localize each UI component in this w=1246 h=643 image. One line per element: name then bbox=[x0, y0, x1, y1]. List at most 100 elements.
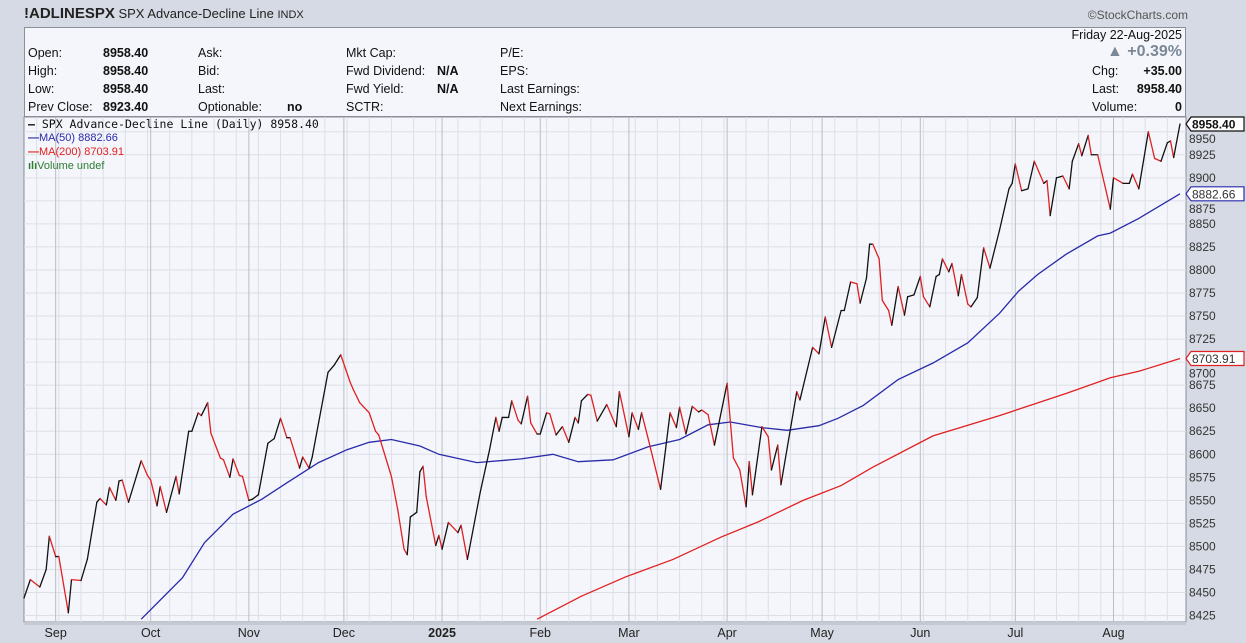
ma200-line bbox=[536, 357, 1181, 620]
price-segment bbox=[127, 460, 142, 503]
price-segment bbox=[257, 442, 269, 496]
x-tick-label: May bbox=[810, 626, 834, 640]
price-segment bbox=[165, 499, 171, 513]
y-tick-label: 8600 bbox=[1189, 447, 1216, 461]
price-segment bbox=[530, 422, 538, 435]
price-segment bbox=[200, 402, 209, 417]
fwd-yield-label: Fwd Yield: bbox=[346, 82, 404, 96]
price-segment bbox=[298, 456, 304, 469]
price-segment bbox=[903, 296, 909, 316]
price-segment bbox=[169, 475, 177, 502]
price-segment bbox=[70, 578, 82, 582]
price-segment bbox=[796, 390, 801, 401]
price-segment bbox=[441, 521, 450, 550]
price-segment bbox=[748, 461, 754, 496]
price-segment bbox=[1049, 177, 1058, 217]
x-axis: Sep Oct Nov Dec 2025 Feb Mar Apr May Jun Jul Aug bbox=[24, 622, 1186, 640]
ask-label: Ask: bbox=[198, 46, 223, 60]
x-tick-label: Apr bbox=[717, 626, 736, 640]
price-segment bbox=[941, 258, 950, 273]
high-label: High: bbox=[28, 64, 58, 78]
price-segment bbox=[121, 479, 130, 503]
x-tick-label: 2025 bbox=[428, 626, 456, 640]
price-segment bbox=[678, 406, 687, 435]
price-segment bbox=[539, 412, 548, 435]
sctr-label: SCTR: bbox=[346, 100, 384, 114]
pct-change: ▲ +0.39% bbox=[1107, 43, 1182, 61]
exchange: INDX bbox=[277, 9, 304, 21]
price-segment bbox=[229, 458, 234, 478]
legend-volume-label: Volume undef bbox=[37, 160, 105, 172]
x-tick-label: Jun bbox=[910, 626, 930, 640]
price-segment bbox=[29, 578, 41, 588]
x-tick-label: Feb bbox=[529, 626, 551, 640]
price-segment bbox=[289, 437, 301, 469]
price-segment bbox=[520, 395, 529, 425]
legend-price-label: SPX Advance-Decline Line (Daily) 8958.40 bbox=[41, 117, 319, 131]
series-lines bbox=[23, 123, 1181, 620]
price-segment bbox=[302, 456, 310, 469]
price-segment bbox=[780, 390, 798, 486]
price-segment bbox=[48, 535, 57, 558]
eps-label: EPS: bbox=[500, 64, 529, 78]
price-segment bbox=[457, 524, 462, 534]
price-segment bbox=[511, 400, 519, 421]
volume-bars-icon: ılı bbox=[28, 160, 38, 172]
price-segment bbox=[159, 485, 168, 513]
price-segment bbox=[1078, 143, 1083, 157]
price-segment bbox=[210, 432, 222, 459]
price-segment bbox=[241, 475, 250, 502]
prev-close-value: 8923.40 bbox=[103, 100, 149, 114]
price-segment bbox=[948, 262, 953, 273]
price-segment bbox=[906, 294, 915, 298]
price-segment bbox=[1173, 123, 1181, 159]
price-segment bbox=[732, 457, 741, 471]
price-segment bbox=[232, 458, 241, 477]
volume-value: 0 bbox=[1175, 100, 1182, 114]
price-segment bbox=[577, 400, 583, 424]
price-segment bbox=[1014, 163, 1023, 192]
price-segment bbox=[39, 568, 47, 588]
fwd-dividend-value: N/A bbox=[437, 64, 459, 78]
x-tick-label: Sep bbox=[45, 626, 67, 640]
price-segment bbox=[637, 412, 643, 431]
price-segment bbox=[507, 400, 513, 419]
price-segment bbox=[891, 285, 899, 326]
legend-volume: ılıVolume undef bbox=[28, 160, 104, 173]
price-segment bbox=[466, 492, 481, 560]
open-label: Open: bbox=[28, 46, 63, 60]
price-segment bbox=[1046, 179, 1051, 217]
price-segment bbox=[308, 456, 313, 469]
price-segment bbox=[1087, 134, 1092, 156]
legend-ma50-label: MA(50) 8882.66 bbox=[39, 132, 118, 144]
symbol-name: SPX Advance-Decline Line bbox=[118, 6, 274, 21]
price-segment bbox=[739, 469, 747, 508]
price-segment bbox=[96, 497, 101, 503]
price-segment bbox=[80, 558, 88, 582]
y-tick-label: 8450 bbox=[1189, 586, 1216, 600]
price-segment bbox=[45, 535, 50, 571]
price-segment bbox=[156, 485, 161, 507]
price-segment bbox=[1027, 160, 1035, 190]
x-tick-label: Oct bbox=[141, 626, 161, 640]
price-segment bbox=[580, 393, 589, 402]
price-segment bbox=[549, 413, 557, 436]
x-tick-label: Aug bbox=[1102, 626, 1124, 640]
price-segment bbox=[222, 459, 231, 478]
price-segment bbox=[618, 390, 630, 438]
price-segment bbox=[590, 394, 598, 422]
price-segment bbox=[349, 381, 355, 391]
price-segment bbox=[191, 412, 199, 432]
price-segment bbox=[659, 412, 671, 490]
price-segment bbox=[1128, 173, 1134, 185]
price-segment bbox=[86, 501, 98, 560]
price-segment bbox=[606, 403, 617, 428]
price-segment bbox=[669, 412, 678, 429]
price-segment bbox=[488, 416, 497, 451]
optionable-value: no bbox=[287, 100, 303, 114]
last-value-tags: 8958.40 8882.66 8703.91 bbox=[1185, 116, 1245, 367]
price-segment bbox=[352, 389, 361, 404]
mkt-cap-label: Mkt Cap: bbox=[346, 46, 397, 60]
price-segment bbox=[150, 479, 158, 507]
price-segment bbox=[887, 309, 893, 326]
